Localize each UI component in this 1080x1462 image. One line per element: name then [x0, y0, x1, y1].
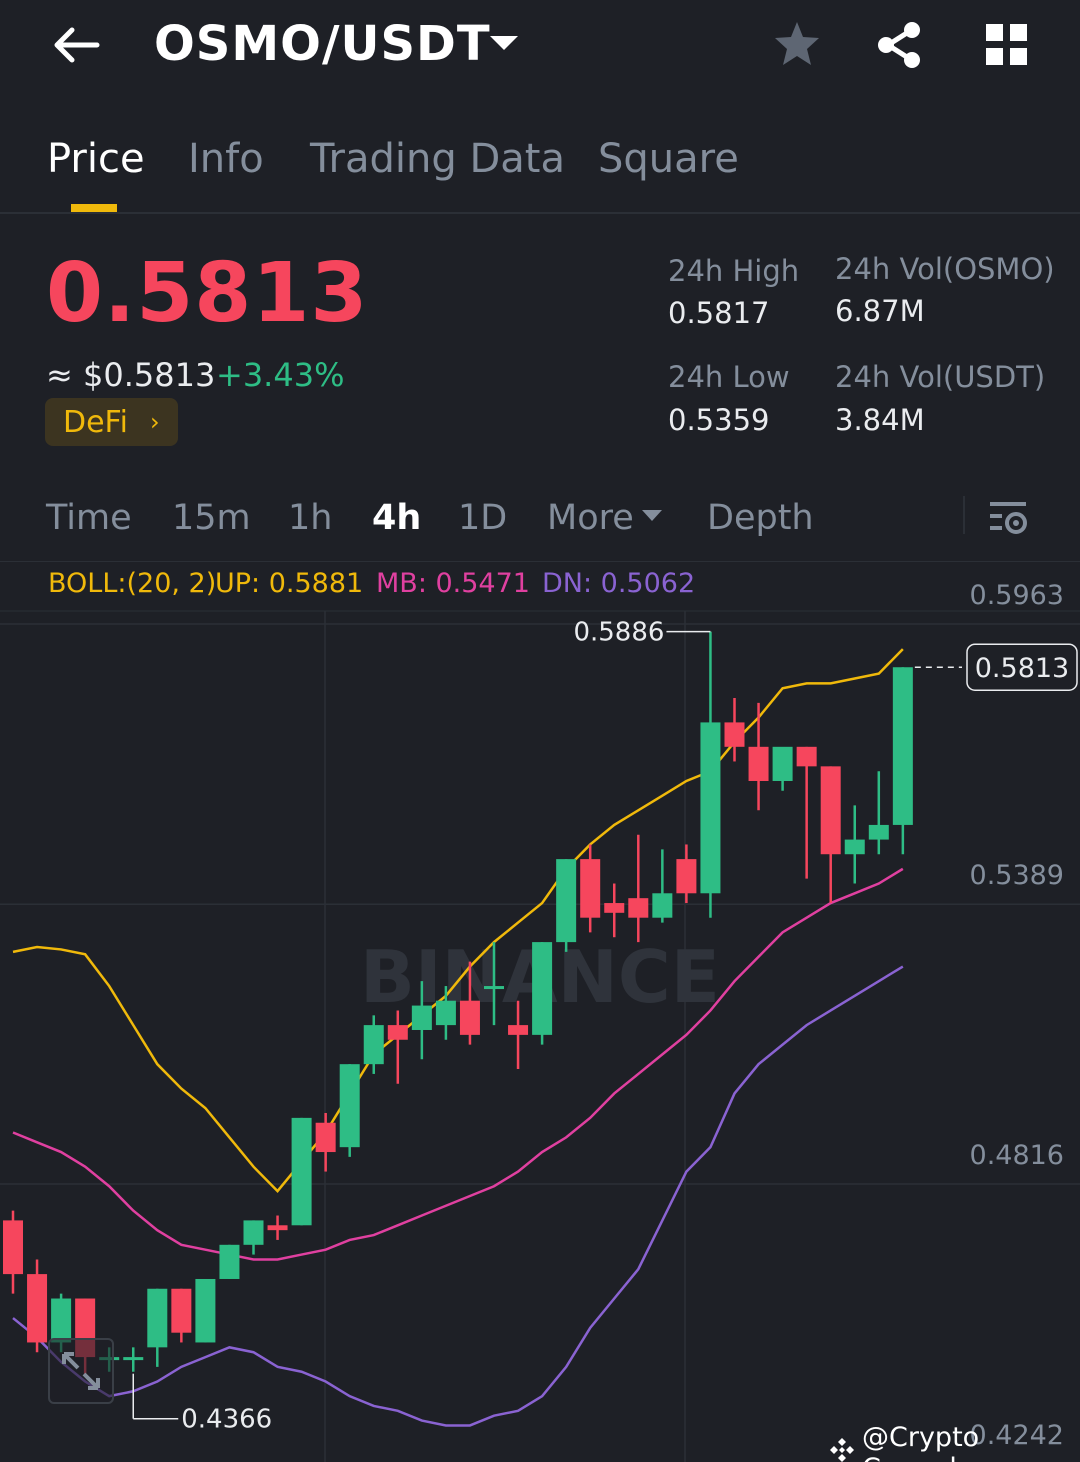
- dropdown-caret-icon[interactable]: [490, 36, 518, 50]
- tab-depth[interactable]: Depth: [707, 498, 814, 538]
- watermark-text: @Crypto Crusador: [862, 1422, 984, 1462]
- max-price-label: 0.5886: [573, 618, 664, 648]
- low-label: 24h Low: [668, 360, 790, 394]
- candle-body: [387, 1025, 408, 1040]
- interval-time[interactable]: Time: [46, 498, 132, 538]
- price-tick-label: 0.4816: [970, 1140, 1064, 1171]
- top-bar: OSMO/USDT: [0, 0, 1080, 95]
- last-price-box: [966, 643, 1078, 691]
- candle-body: [51, 1298, 72, 1343]
- boll-upper-line: [12, 648, 904, 1193]
- high-label: 24h High: [668, 254, 800, 288]
- candle-body: [604, 903, 625, 913]
- grid-icon[interactable]: [980, 18, 1034, 72]
- expand-icon[interactable]: [48, 1338, 114, 1404]
- candle-body: [243, 1220, 264, 1245]
- candle-body: [363, 1025, 384, 1065]
- usd-price: ≈ $0.5813: [46, 356, 216, 394]
- interval-1h[interactable]: 1h: [288, 498, 333, 538]
- candle-body: [580, 859, 601, 918]
- candle-body: [147, 1288, 168, 1348]
- price-tick-label: 0.4242: [970, 1420, 1064, 1451]
- interval-bar: Time 15m 1h 4h 1D More Depth: [0, 480, 1080, 562]
- last-price: 0.5813: [46, 246, 369, 341]
- active-tab-indicator: [71, 204, 117, 212]
- tab-trading-data[interactable]: Trading Data: [310, 136, 565, 182]
- candle-body: [796, 746, 817, 767]
- candle-body: [27, 1274, 48, 1343]
- candle-body: [411, 1005, 432, 1030]
- page-tabs: Price Info Trading Data Square: [0, 120, 1080, 214]
- back-arrow-icon[interactable]: [48, 20, 104, 70]
- candle-body: [748, 746, 769, 781]
- candle-body: [435, 1000, 456, 1026]
- candle-body: [820, 766, 841, 855]
- candle-body: [459, 1000, 480, 1035]
- boll-dn: DN: 0.5062: [542, 568, 696, 599]
- price-tick-label: 0.5963: [970, 580, 1064, 611]
- candle-body: [315, 1122, 336, 1153]
- more-caret-icon: [642, 510, 662, 521]
- boll-up: UP: 0.5881: [215, 568, 364, 599]
- price-tick-label: 0.5389: [970, 860, 1064, 891]
- interval-more[interactable]: More: [547, 498, 634, 538]
- candle-body: [508, 1025, 529, 1035]
- star-icon[interactable]: [770, 18, 824, 72]
- candle-body: [339, 1064, 360, 1148]
- defi-tag-label: DeFi: [63, 404, 128, 440]
- interval-15m[interactable]: 15m: [172, 498, 251, 538]
- candle-body: [219, 1244, 240, 1279]
- candle-body: [532, 942, 553, 1035]
- candle-body: [868, 824, 889, 840]
- candle-body: [724, 722, 745, 747]
- tab-price[interactable]: Price: [47, 136, 145, 182]
- boll-lower-line: [12, 965, 904, 1427]
- vol-quote-label: 24h Vol(USDT): [835, 360, 1046, 394]
- tab-square[interactable]: Square: [598, 136, 739, 182]
- interval-4h[interactable]: 4h: [372, 498, 422, 538]
- vol-base-label: 24h Vol(OSMO): [835, 252, 1055, 286]
- boll-middle-line: [12, 867, 904, 1261]
- min-price-label: 0.4366: [181, 1405, 272, 1435]
- candle-body: [291, 1117, 312, 1226]
- candle-body: [772, 746, 793, 781]
- trading-pair-title[interactable]: OSMO/USDT: [154, 16, 491, 72]
- candle-body: [892, 667, 913, 825]
- candle-body: [3, 1220, 23, 1275]
- last-price-label: 0.5813: [975, 653, 1069, 684]
- share-icon[interactable]: [872, 18, 926, 72]
- binance-logo-icon: [828, 1436, 856, 1462]
- candle-body: [484, 986, 504, 990]
- candle-body: [676, 859, 697, 894]
- chevron-right-icon: ›: [149, 408, 160, 436]
- boll-name: BOLL:(20, 2): [48, 568, 217, 599]
- tab-info[interactable]: Info: [188, 136, 264, 182]
- candle-body: [844, 839, 865, 855]
- candle-body: [267, 1225, 288, 1231]
- price-change: +3.43%: [216, 356, 345, 394]
- boll-mb: MB: 0.5471: [376, 568, 530, 599]
- low-value: 0.5359: [668, 403, 770, 437]
- defi-tag[interactable]: DeFi ›: [45, 398, 178, 446]
- candle-body: [628, 898, 649, 918]
- vol-base-value: 6.87M: [835, 294, 925, 328]
- candle-body: [556, 859, 577, 943]
- vol-quote-value: 3.84M: [835, 403, 925, 437]
- divider: [963, 496, 965, 534]
- chart-settings-icon[interactable]: [986, 496, 1030, 538]
- candle-body: [195, 1278, 216, 1343]
- candle-body: [123, 1357, 144, 1361]
- candle-body: [700, 722, 721, 894]
- high-value: 0.5817: [668, 296, 770, 330]
- watermark: @Crypto Crusador: [828, 1422, 1080, 1462]
- interval-1d[interactable]: 1D: [458, 498, 508, 538]
- candle-body: [652, 893, 673, 918]
- candlestick-chart[interactable]: BINANCE0.59630.53890.48160.42420.58860.4…: [0, 562, 1080, 1462]
- candle-body: [171, 1288, 192, 1333]
